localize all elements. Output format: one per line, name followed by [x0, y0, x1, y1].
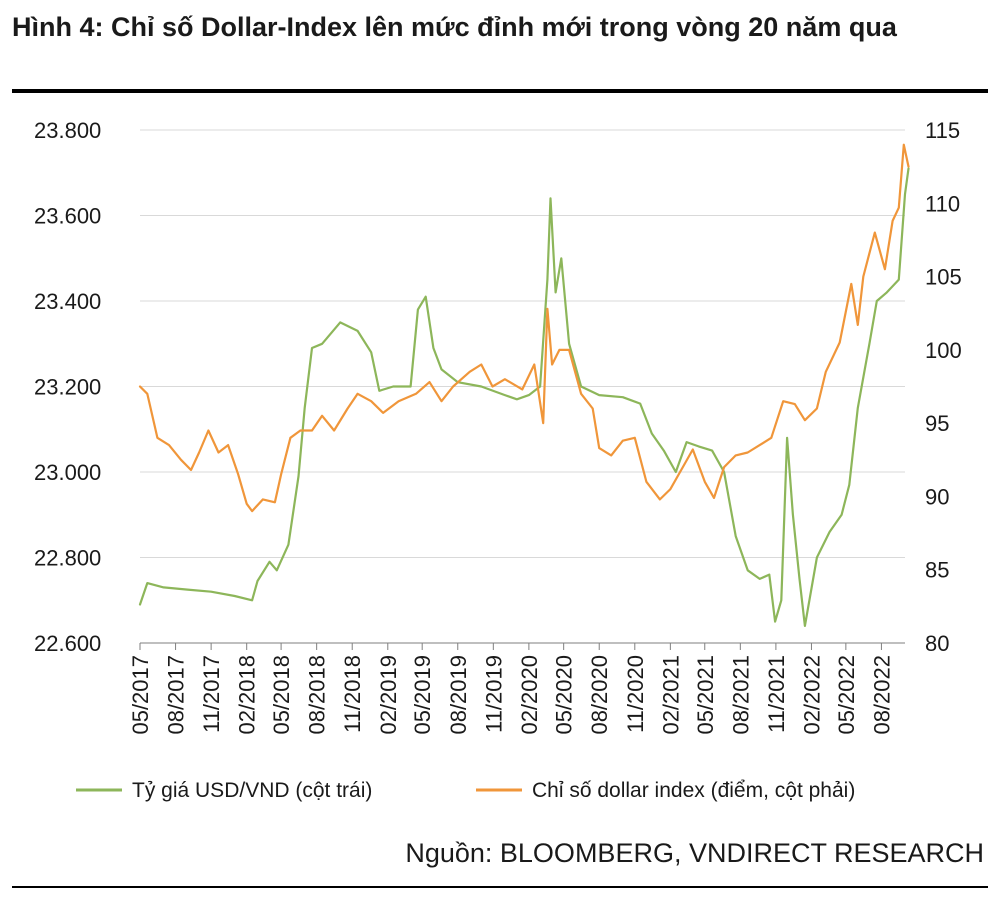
x-tick-label: 11/2021: [764, 655, 789, 733]
left-y-axis: 22.600 22.800 23.000 23.200 23.400 23.600 23.8…: [34, 118, 101, 656]
x-tick-label: 05/2019: [410, 655, 435, 735]
x-tick-label: 11/2020: [623, 655, 648, 733]
left-tick-label: 23.000: [34, 460, 101, 485]
x-tick-label: 08/2021: [728, 655, 753, 735]
x-tick-label: 11/2019: [481, 655, 506, 733]
x-tick-label: 08/2018: [305, 655, 330, 735]
x-tick-label: 05/2022: [834, 655, 859, 735]
x-tick-label: 11/2017: [199, 655, 224, 733]
x-tick-label: 05/2021: [693, 655, 718, 735]
footer-rule: [12, 886, 988, 888]
right-tick-label: 80: [925, 631, 949, 656]
right-tick-label: 90: [925, 484, 949, 509]
series-line-2: [138, 143, 910, 513]
x-tick-label: 02/2018: [235, 655, 260, 735]
x-tick-label: 08/2020: [587, 655, 612, 735]
x-tick-label: 11/2018: [340, 655, 365, 733]
x-tick-label: 05/2017: [128, 655, 153, 735]
right-tick-label: 85: [925, 558, 949, 583]
x-tick-label: 08/2017: [164, 655, 189, 735]
x-tick-label: 05/2020: [552, 655, 577, 735]
left-tick-label: 23.200: [34, 375, 101, 400]
source-note: Nguồn: BLOOMBERG, VNDIRECT RESEARCH: [405, 838, 984, 868]
x-tick-label: 05/2018: [269, 655, 294, 735]
legend: Tỷ giá USD/VND (cột trái) Chỉ số dollar i…: [76, 779, 855, 802]
left-tick-label: 22.600: [34, 631, 101, 656]
legend-label: Chỉ số dollar index (điểm, cột phải): [532, 779, 855, 802]
x-tick-label: 02/2021: [658, 655, 683, 735]
x-tick-label: 02/2019: [376, 655, 401, 735]
title-rule: [12, 89, 988, 93]
x-tick-label: 08/2022: [869, 655, 894, 735]
right-y-axis: 80 85 90 95 100 105 110 115: [925, 118, 962, 656]
legend-label: Tỷ giá USD/VND (cột trái): [132, 779, 372, 802]
x-axis: 05/2017 08/2017 11/2017 02/2018 05/2018 08/20…: [128, 642, 905, 735]
right-tick-label: 110: [925, 191, 960, 216]
series-line-1: [138, 167, 910, 627]
left-tick-label: 22.800: [34, 546, 101, 571]
x-tick-label: 08/2019: [446, 655, 471, 735]
gridlines: [140, 129, 905, 558]
right-tick-label: 115: [925, 118, 960, 143]
x-tick-label: 02/2020: [517, 655, 542, 735]
right-tick-label: 105: [925, 265, 962, 290]
series-lines: [138, 143, 910, 627]
left-tick-label: 23.600: [34, 204, 101, 229]
left-tick-label: 23.400: [34, 289, 101, 314]
x-tick-label: 02/2022: [799, 655, 824, 735]
left-tick-label: 23.800: [34, 118, 101, 143]
figure-title: Hình 4: Chỉ số Dollar-Index lên mức đỉnh…: [12, 12, 897, 42]
right-tick-label: 100: [925, 338, 962, 363]
right-tick-label: 95: [925, 411, 949, 436]
